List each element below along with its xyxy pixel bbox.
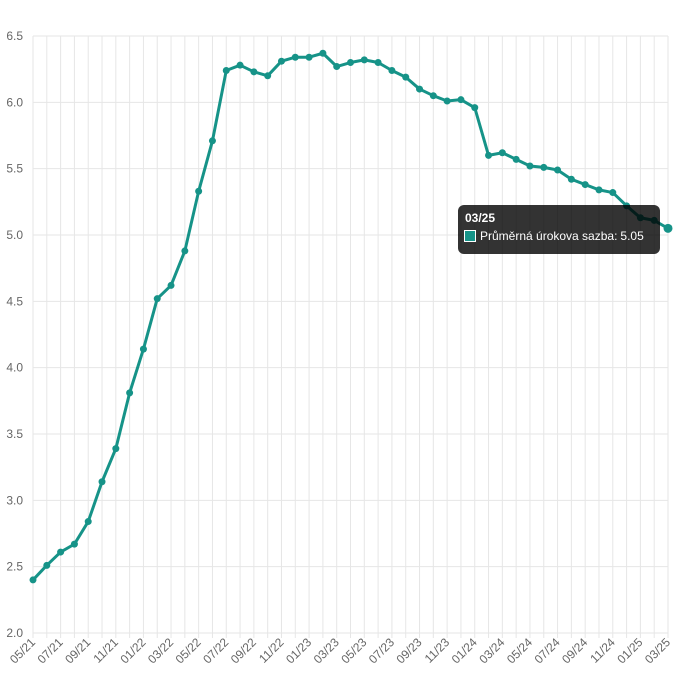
x-tick-label: 07/23 [366, 635, 397, 666]
y-tick-label: 5.0 [6, 228, 23, 242]
data-point [388, 66, 396, 74]
y-tick-label: 3.5 [6, 427, 23, 441]
data-point [305, 53, 313, 61]
x-axis-ticks: 05/2107/2109/2111/2101/2203/2205/2207/22… [7, 635, 673, 666]
x-tick-label: 05/23 [338, 635, 369, 666]
tooltip-color-swatch [464, 230, 476, 242]
data-point [457, 96, 465, 104]
data-point [236, 61, 244, 69]
data-point [139, 345, 147, 353]
data-point [402, 73, 410, 81]
x-tick-label: 03/25 [642, 635, 673, 666]
data-point [360, 56, 368, 64]
x-tick-label: 03/23 [311, 635, 342, 666]
data-point [512, 155, 520, 163]
y-tick-label: 2.0 [6, 626, 23, 640]
grid-lines [32, 35, 669, 638]
series-layer [29, 49, 673, 584]
data-point [347, 59, 354, 67]
data-point [153, 295, 161, 303]
tooltip-value: 5.05 [620, 229, 644, 243]
y-tick-label: 5.5 [6, 162, 23, 176]
x-tick-label: 05/24 [504, 635, 535, 666]
data-point [264, 72, 272, 80]
data-point [526, 162, 534, 170]
x-tick-label: 11/23 [422, 635, 453, 666]
y-tick-label: 3.0 [6, 493, 23, 507]
data-point [181, 247, 189, 255]
data-point [443, 97, 451, 105]
data-point [429, 92, 437, 100]
tooltip-series-label: Průměrná úrokova sazba [480, 229, 615, 243]
y-tick-label: 6.5 [6, 29, 23, 43]
data-point [112, 445, 120, 453]
data-point [126, 389, 134, 397]
data-point-active [663, 223, 673, 233]
data-point [485, 151, 493, 159]
data-point [595, 186, 603, 194]
data-point [70, 540, 78, 548]
data-point [167, 281, 175, 289]
data-point [222, 66, 230, 74]
y-tick-label: 4.0 [6, 361, 23, 375]
x-tick-label: 11/21 [90, 635, 121, 666]
data-point [333, 63, 341, 71]
data-point [57, 548, 65, 556]
data-point [540, 163, 548, 171]
x-tick-label: 09/23 [394, 635, 425, 666]
data-point [567, 175, 575, 183]
data-point [554, 166, 562, 174]
data-point [374, 59, 382, 67]
x-tick-label: 03/24 [476, 635, 507, 666]
x-tick-label: 07/24 [532, 635, 563, 666]
x-tick-label: 05/22 [173, 635, 204, 666]
data-point [416, 85, 424, 93]
data-point [98, 478, 106, 486]
data-point [208, 137, 216, 145]
data-point [43, 561, 51, 569]
data-point [609, 189, 617, 197]
x-tick-label: 03/22 [145, 635, 176, 666]
x-tick-label: 09/24 [559, 635, 590, 666]
y-tick-label: 6.0 [6, 95, 23, 109]
x-tick-label: 11/24 [587, 635, 618, 666]
data-point [581, 181, 589, 189]
x-tick-label: 01/23 [283, 635, 314, 666]
data-point [291, 53, 299, 61]
x-tick-label: 11/22 [256, 635, 287, 666]
data-point [319, 49, 327, 57]
x-tick-label: 01/22 [117, 635, 148, 666]
tooltip-separator: : [614, 229, 618, 243]
data-point [250, 68, 258, 76]
x-tick-label: 07/21 [35, 635, 66, 666]
y-tick-label: 2.5 [6, 560, 23, 574]
data-point [84, 518, 92, 526]
x-tick-label: 01/24 [449, 635, 480, 666]
data-point [29, 576, 37, 584]
data-point [471, 104, 479, 112]
x-tick-label: 09/21 [62, 635, 93, 666]
x-tick-label: 07/22 [200, 635, 231, 666]
y-axis-ticks: 2.0 2.5 3.0 3.5 4.0 4.5 5.0 5.5 6.0 6.5 [6, 29, 23, 640]
chart-tooltip: 03/25 Průměrná úrokova sazba : 5.05 [458, 205, 660, 254]
x-tick-label: 01/25 [614, 635, 645, 666]
tooltip-row: Průměrná úrokova sazba : 5.05 [464, 229, 654, 243]
data-point [195, 187, 203, 195]
tooltip-title: 03/25 [465, 211, 496, 225]
x-tick-label: 09/22 [228, 635, 259, 666]
data-point [277, 57, 285, 65]
y-tick-label: 4.5 [6, 294, 23, 308]
data-point [498, 149, 506, 157]
